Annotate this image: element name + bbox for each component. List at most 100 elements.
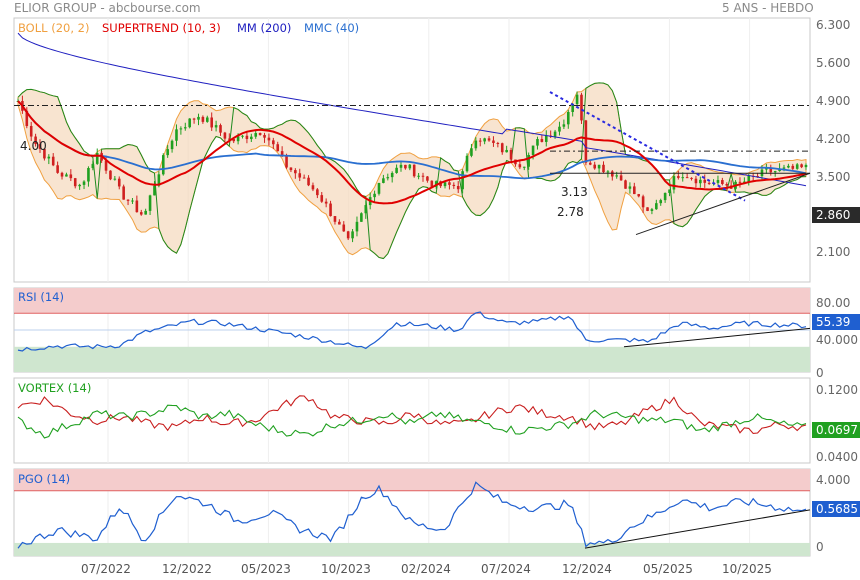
candle-body (228, 138, 231, 140)
price-tick: 4.900 (816, 94, 851, 108)
candle-body (641, 196, 645, 208)
candle-body (694, 178, 698, 184)
candle-body (377, 182, 381, 194)
candle-body (575, 94, 579, 105)
candle-body (390, 172, 394, 178)
price-tick: 4.200 (816, 132, 851, 146)
candle-body (117, 178, 121, 187)
candle-body (624, 180, 627, 189)
candle-body (131, 200, 134, 202)
legend-rsi: RSI (14) (18, 290, 64, 304)
candle-body (465, 155, 469, 172)
candle-body (606, 171, 610, 173)
candle-body (518, 164, 522, 168)
candle-body (522, 166, 526, 168)
candle-body (302, 177, 306, 179)
candle-body (611, 171, 614, 177)
candle-body (258, 133, 262, 135)
candle-body (531, 145, 535, 155)
candle-body (430, 180, 434, 187)
downtrend-line (549, 91, 746, 202)
candle-body (663, 192, 667, 201)
candle-body (399, 164, 403, 168)
candle-body (668, 189, 671, 193)
candle-body (280, 151, 284, 156)
candle-body (470, 148, 473, 156)
candle-body (69, 174, 73, 179)
candle-body (456, 185, 460, 190)
candle-body (580, 94, 583, 121)
candle-body (659, 200, 663, 204)
pgo-trend-line (584, 509, 811, 549)
candle-body (382, 178, 385, 183)
uptrend-line (635, 172, 811, 236)
price-last-tag: 2.860 (812, 207, 860, 223)
candle-body (324, 201, 328, 204)
candle-body (201, 116, 205, 122)
candle-body (355, 221, 359, 232)
candle-body (756, 176, 759, 178)
candle-body (747, 175, 751, 182)
legend-vortex: VORTEX (14) (18, 381, 92, 395)
candle-body (316, 189, 319, 196)
candle-body (109, 170, 112, 180)
mmc40-line (17, 100, 807, 180)
level-label-4: 4.00 (20, 139, 47, 153)
panel-frame-vortex (13, 377, 811, 464)
candle-body (34, 136, 37, 145)
rsi-last-tag: 55.39 (812, 314, 860, 330)
candle-body (478, 140, 482, 142)
candle-body (157, 174, 161, 186)
candle-body (197, 116, 200, 120)
candle-body (787, 165, 790, 168)
candle-body (210, 117, 213, 128)
vortex-last-tag: 0.0697 (812, 422, 860, 438)
candle-body (496, 142, 500, 144)
candle-body (417, 175, 420, 177)
candle-body (804, 164, 808, 168)
candle-body (307, 177, 310, 186)
vortex-tick: 0.1200 (816, 383, 858, 397)
candle-body (245, 135, 249, 140)
candle-body (421, 175, 425, 177)
candle-body (360, 213, 363, 222)
candle-body (558, 126, 561, 132)
vortex-tick: 0.0400 (816, 450, 858, 464)
pgo-line (17, 481, 807, 549)
candle-body (615, 175, 619, 177)
candle-body (192, 118, 196, 120)
rsi-line (17, 311, 807, 352)
price-tick: 2.100 (816, 245, 851, 259)
candle-body (113, 178, 117, 180)
x-tick: 05/2025 (643, 562, 693, 576)
candle-body (73, 178, 77, 187)
mm200-line (17, 32, 807, 187)
candle-body (672, 176, 676, 190)
candle-body (43, 148, 46, 159)
candle-body (707, 182, 711, 184)
candle-body (690, 177, 693, 179)
candle-body (637, 194, 641, 197)
candle-body (214, 125, 218, 128)
candle-body (404, 164, 407, 169)
candle-body (338, 221, 341, 225)
candle-body (104, 160, 108, 171)
candle-body (263, 134, 266, 138)
candle-body (232, 139, 236, 142)
candle-body (571, 104, 574, 112)
candle-body (646, 207, 649, 211)
candle-body (346, 231, 350, 239)
candle-body (655, 203, 658, 210)
candle-body (791, 165, 795, 169)
vortex-minus-line (17, 395, 807, 435)
candle-body (699, 179, 702, 184)
rsi-overbought-zone (14, 288, 810, 314)
rsi-tick: 40.000 (816, 333, 858, 347)
candle-body (685, 177, 689, 179)
candle-body (703, 179, 707, 183)
candle-body (505, 149, 508, 153)
legend-pgo: PGO (14) (18, 472, 71, 486)
vortex-plus-line (17, 404, 807, 439)
candle-body (584, 120, 588, 163)
